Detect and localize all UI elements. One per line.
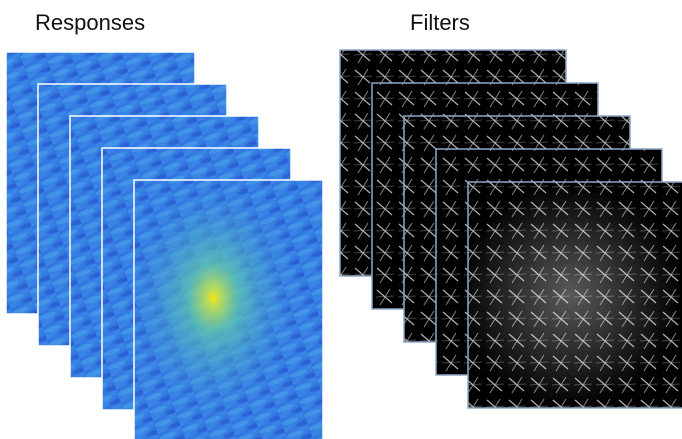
- filter-center: [468, 182, 682, 408]
- response-peak: [134, 180, 323, 439]
- filters-label: Filters: [410, 10, 470, 35]
- filters-stack: [340, 50, 682, 408]
- responses-stack: [6, 52, 323, 439]
- figure: Responses Filters: [0, 0, 682, 439]
- page: Responses Filters (() => { const data = …: [0, 0, 682, 439]
- responses-label: Responses: [35, 10, 145, 35]
